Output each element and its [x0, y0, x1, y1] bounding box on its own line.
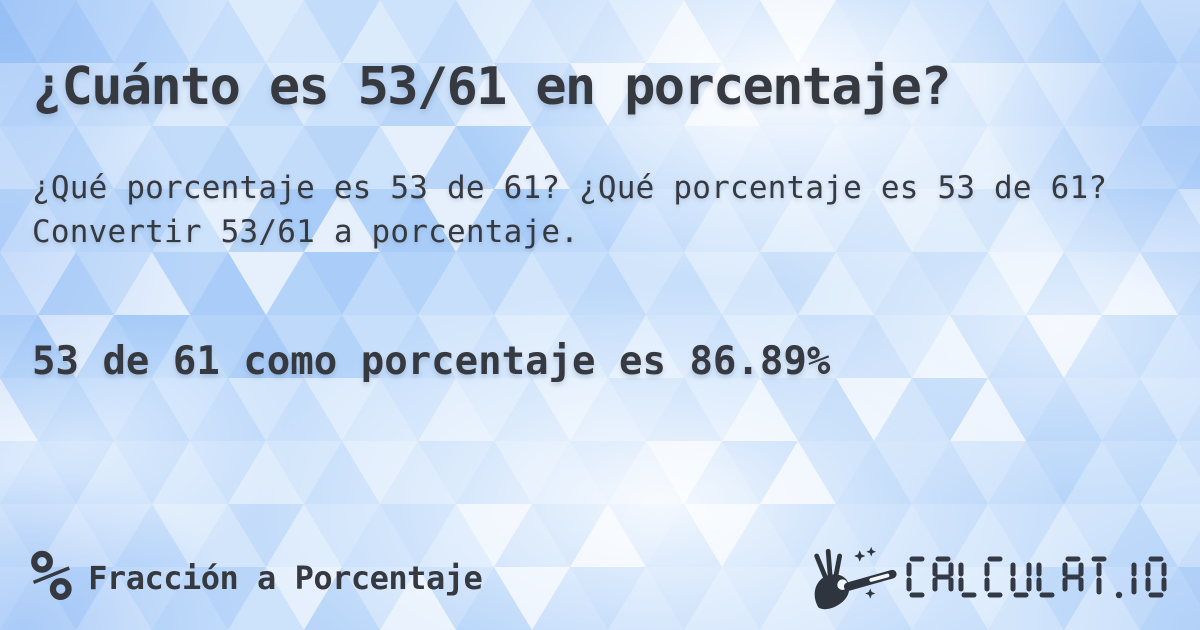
category-badge: % Fracción a Porcentaje: [30, 535, 483, 617]
percent-icon: %: [30, 535, 73, 617]
magic-wand-hand-icon: [814, 546, 897, 610]
sparkle-star: [865, 588, 876, 599]
result-text: 53 de 61 como porcentaje es 86.89%: [32, 339, 831, 384]
page-description: ¿Qué porcentaje es 53 de 61? ¿Qué porcen…: [32, 166, 1107, 254]
brand-name-lcd-text: [906, 556, 1167, 599]
description-line-2: Convertir 53/61 a porcentaje.: [32, 214, 580, 250]
sparkle-star: [854, 550, 866, 562]
footer: % Fracción a Porcentaje: [30, 535, 1174, 617]
brand-logo: [810, 544, 1174, 612]
sparkle-star: [866, 546, 876, 557]
category-label: Fracción a Porcentaje: [88, 559, 483, 597]
page-title: ¿Cuánto es 53/61 en porcentaje?: [32, 56, 952, 117]
description-line-1: ¿Qué porcentaje es 53 de 61? ¿Qué porcen…: [32, 170, 1108, 206]
